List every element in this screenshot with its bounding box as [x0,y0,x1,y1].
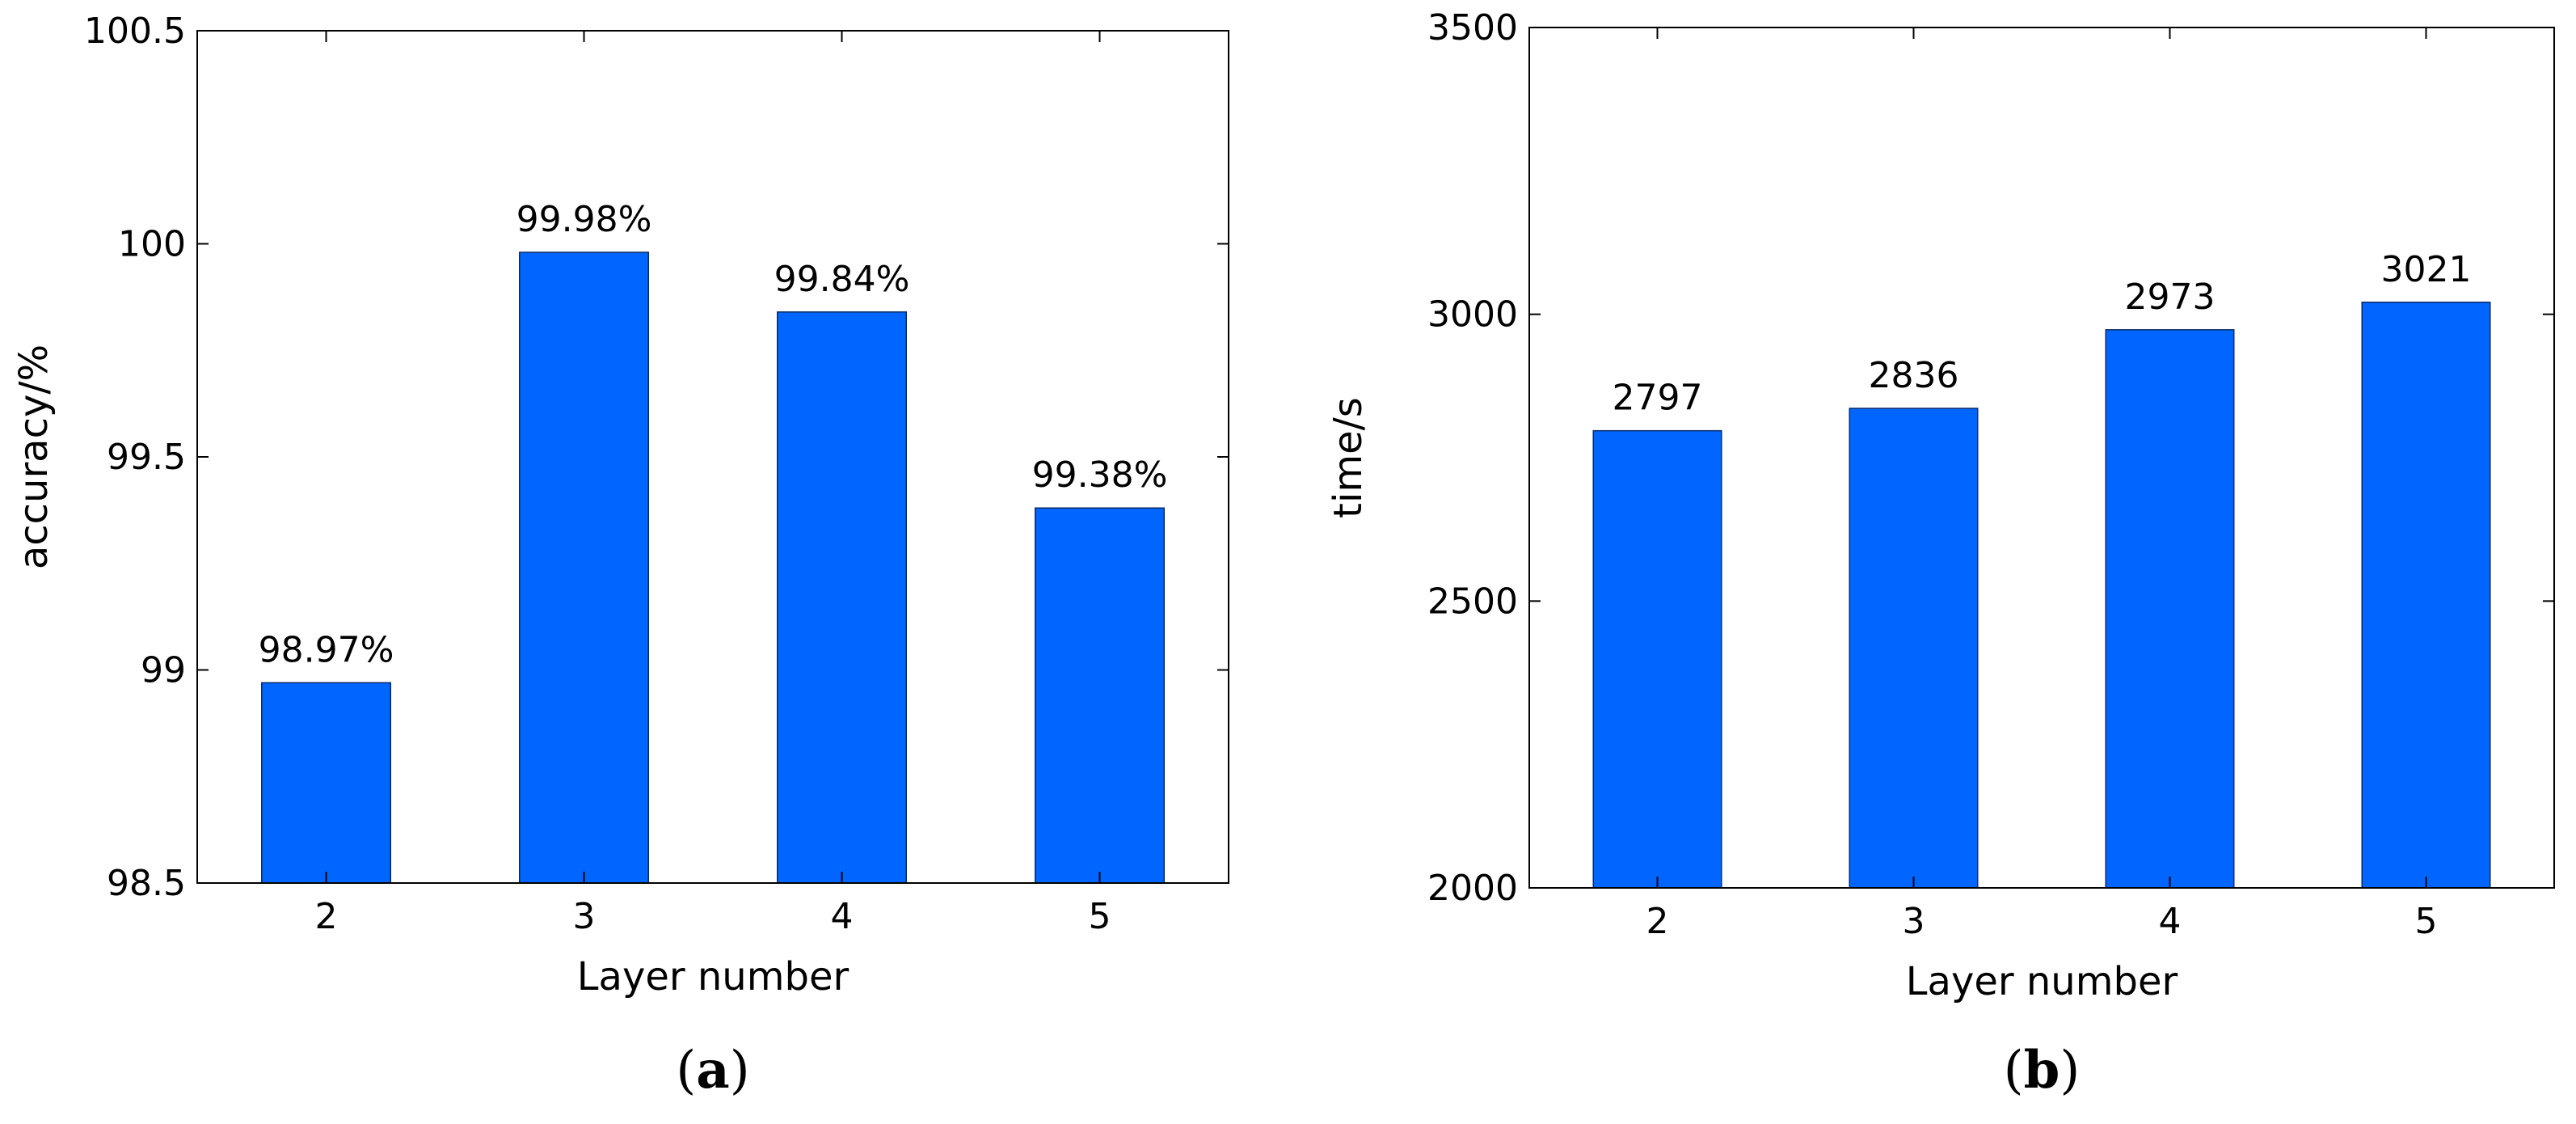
data-label: 2797 [1613,378,1703,419]
x-tick-label: 3 [1903,901,1925,942]
data-label: 99.84% [774,259,910,300]
data-label: 98.97% [259,629,394,670]
bar [261,682,391,884]
bar [1849,408,1979,889]
panel-label: (a) [676,1040,749,1101]
data-label: 99.38% [1032,454,1168,496]
data-label: 99.98% [516,199,652,240]
bar [1035,507,1165,884]
plot-frame [1528,27,2555,889]
bar [1592,429,1722,889]
bar [777,311,907,884]
data-label: 3021 [2381,249,2472,290]
x-tick-label: 4 [2159,901,2182,942]
y-tick-label: 100.5 [84,11,186,52]
x-tick-label: 5 [2415,901,2438,942]
y-axis-title: accuracy/% [11,344,57,569]
y-tick-label: 99 [141,650,186,691]
y-tick-label: 3000 [1427,294,1518,336]
x-tick-label: 5 [1089,896,1111,937]
x-tick-label: 2 [1646,901,1669,942]
x-tick-label: 4 [831,896,854,937]
y-tick-label: 2500 [1427,581,1518,622]
y-tick-label: 98.5 [107,863,186,904]
data-label: 2836 [1869,355,1959,396]
bar [519,251,649,884]
x-axis-title: Layer number [577,954,850,999]
y-tick-label: 100 [118,224,186,265]
bar [2361,302,2491,889]
data-label: 2973 [2125,277,2216,318]
panel-label: (b) [2004,1040,2081,1101]
x-tick-label: 2 [315,896,338,937]
chart-panel-b: 2000 2500 3000 3500 2 3 4 5 2797 2836 2973 3021 Laye… [1326,7,2555,1101]
y-tick-label: 2000 [1427,868,1518,909]
y-axis-title: time/s [1326,397,1371,518]
y-tick-label: 3500 [1427,7,1518,49]
bar [2105,329,2235,889]
chart-panel-a: 98.5 99 99.5 100 100.5 2 3 4 5 98.97% 99.98% 99.84%… [11,11,1229,1101]
x-tick-label: 3 [573,896,596,937]
y-tick-label: 99.5 [107,437,186,478]
x-axis-title: Layer number [1906,959,2178,1004]
